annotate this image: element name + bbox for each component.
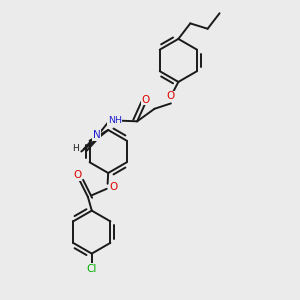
Text: Cl: Cl [87,263,97,274]
Text: O: O [141,95,150,105]
Text: NH: NH [108,116,122,125]
Text: O: O [73,170,82,180]
Text: O: O [110,182,118,192]
Text: O: O [167,91,175,101]
Text: H: H [73,144,79,153]
Text: N: N [93,130,101,140]
